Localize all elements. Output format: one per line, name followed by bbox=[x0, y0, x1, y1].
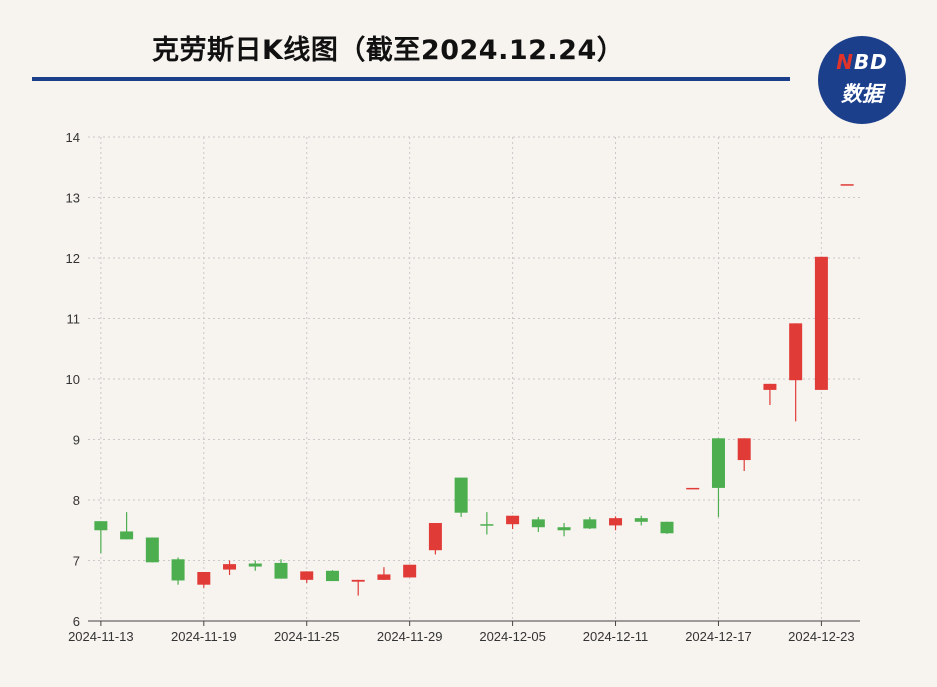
candle-body bbox=[609, 518, 623, 526]
candle-body bbox=[480, 524, 494, 526]
candle-body bbox=[223, 564, 237, 570]
candle bbox=[634, 515, 648, 526]
candle-body bbox=[94, 521, 108, 531]
candle bbox=[480, 512, 494, 535]
candle bbox=[300, 571, 314, 583]
candle-body bbox=[814, 256, 828, 390]
y-tick-label: 6 bbox=[73, 614, 80, 629]
candle bbox=[763, 383, 777, 406]
candle bbox=[840, 184, 854, 186]
candle-body bbox=[377, 574, 391, 580]
y-tick-label: 12 bbox=[66, 251, 80, 266]
y-tick-label: 7 bbox=[73, 554, 80, 569]
candle-body bbox=[583, 519, 597, 529]
candle bbox=[171, 557, 185, 585]
candle bbox=[660, 521, 674, 534]
y-tick-label: 14 bbox=[66, 130, 80, 145]
logo-bottom-text: 数据 bbox=[841, 82, 883, 106]
candle-body bbox=[300, 571, 314, 580]
candle-body bbox=[506, 515, 520, 525]
candle-body bbox=[274, 562, 288, 579]
candle-body bbox=[403, 564, 417, 578]
x-axis-ticks: 2024-11-13 2024-11-19 2024-11-25 2024-11-29… bbox=[68, 621, 855, 644]
candle bbox=[248, 560, 262, 571]
logo-top-prefix: N bbox=[836, 50, 854, 74]
y-axis-ticks: 6 7 8 9 10 11 12 13 14 bbox=[66, 130, 80, 629]
logo-top-text: NBD bbox=[818, 50, 906, 74]
candle-body bbox=[325, 570, 339, 582]
x-tick-label: 2024-11-29 bbox=[377, 629, 443, 644]
candle-body bbox=[763, 383, 777, 390]
candle-body bbox=[351, 579, 365, 582]
y-tick-label: 10 bbox=[66, 372, 80, 387]
candle bbox=[737, 438, 751, 471]
x-tick-label: 2024-12-11 bbox=[583, 629, 649, 644]
title-underline bbox=[32, 77, 790, 81]
candle-body bbox=[557, 527, 571, 531]
candle bbox=[557, 522, 571, 537]
candle bbox=[223, 560, 237, 576]
x-tick-label: 2024-11-13 bbox=[68, 629, 134, 644]
candle-body bbox=[789, 323, 803, 381]
x-tick-label: 2024-12-05 bbox=[479, 629, 546, 644]
candle-body bbox=[454, 477, 468, 513]
candle-body bbox=[660, 521, 674, 534]
candle bbox=[94, 521, 108, 554]
candle-body bbox=[737, 438, 751, 461]
candle bbox=[120, 512, 134, 540]
grid-lines bbox=[88, 136, 860, 621]
candle bbox=[274, 559, 288, 579]
page-title: 克劳斯日K线图（截至2024.12.24） bbox=[152, 35, 625, 66]
candle-body bbox=[686, 487, 700, 490]
candle bbox=[609, 516, 623, 531]
candle bbox=[428, 522, 442, 555]
candle-body bbox=[531, 519, 545, 528]
candle bbox=[454, 477, 468, 517]
nbd-logo: NBD 数据 bbox=[818, 36, 906, 124]
candle bbox=[789, 323, 803, 422]
x-tick-label: 2024-11-19 bbox=[171, 629, 237, 644]
candle-body bbox=[171, 559, 185, 581]
y-tick-label: 8 bbox=[73, 493, 80, 508]
candle bbox=[351, 579, 365, 596]
y-tick-label: 13 bbox=[66, 191, 80, 206]
x-tick-label: 2024-12-17 bbox=[685, 629, 752, 644]
candle bbox=[531, 516, 545, 533]
y-tick-label: 9 bbox=[73, 433, 80, 448]
candle bbox=[403, 564, 417, 578]
candle-body bbox=[428, 522, 442, 551]
candle bbox=[814, 256, 828, 390]
candle-body bbox=[711, 438, 725, 488]
candle bbox=[506, 515, 520, 530]
candle-body bbox=[197, 571, 211, 585]
candles bbox=[94, 184, 854, 596]
candle-body bbox=[145, 537, 159, 563]
candle bbox=[711, 438, 725, 517]
x-tick-label: 2024-12-23 bbox=[788, 629, 855, 644]
candle bbox=[325, 570, 339, 582]
x-tick-label: 2024-11-25 bbox=[274, 629, 340, 644]
candle bbox=[583, 516, 597, 530]
candle-body bbox=[120, 531, 134, 540]
candle bbox=[197, 571, 211, 588]
candle-body bbox=[634, 518, 648, 522]
candle bbox=[377, 567, 391, 580]
candle bbox=[145, 537, 159, 563]
candle-body bbox=[248, 563, 262, 567]
y-tick-label: 11 bbox=[67, 312, 81, 327]
logo-top-rest: BD bbox=[853, 50, 888, 74]
candle-body bbox=[840, 184, 854, 186]
candle bbox=[686, 487, 700, 490]
